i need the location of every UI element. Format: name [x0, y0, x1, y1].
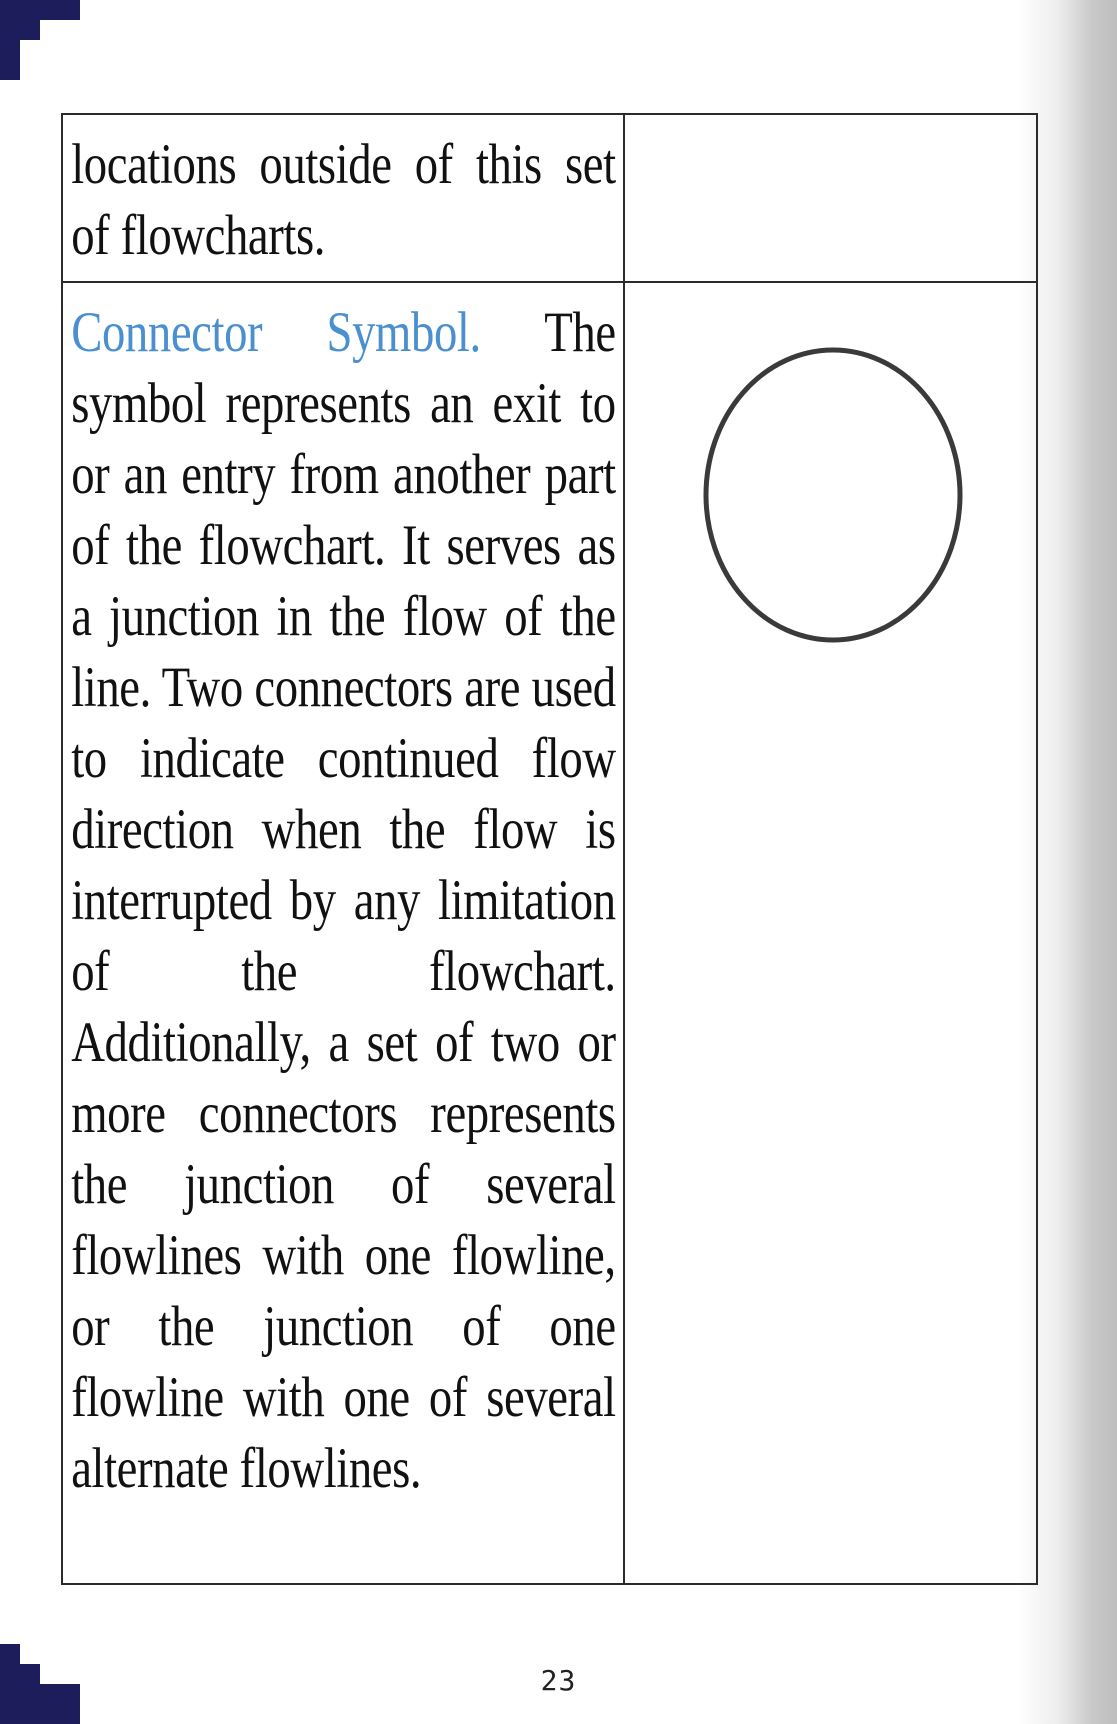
table-row: locations outside of this set of flowcha… — [61, 113, 1038, 283]
symbol-image — [625, 283, 1036, 683]
circle-connector-icon — [703, 347, 963, 643]
page-number: 23 — [540, 1664, 577, 1697]
corner-ornament-top-left — [0, 0, 80, 80]
description-cell: Connector Symbol. The symbol represents … — [61, 281, 625, 1585]
symbol-description: The symbol represents an exit to or an e… — [71, 301, 616, 1500]
description-text: locations outside of this set of flowcha… — [71, 133, 616, 267]
symbol-term: Connector Symbol. — [71, 301, 481, 364]
description-text: Connector Symbol. The symbol represents … — [63, 283, 624, 1514]
flowchart-symbols-table: locations outside of this set of flowcha… — [61, 113, 1038, 1585]
symbol-cell — [623, 113, 1038, 283]
symbol-cell — [623, 281, 1038, 1585]
table-row: Connector Symbol. The symbol represents … — [61, 281, 1038, 1585]
description-cell: locations outside of this set of flowcha… — [61, 113, 625, 283]
